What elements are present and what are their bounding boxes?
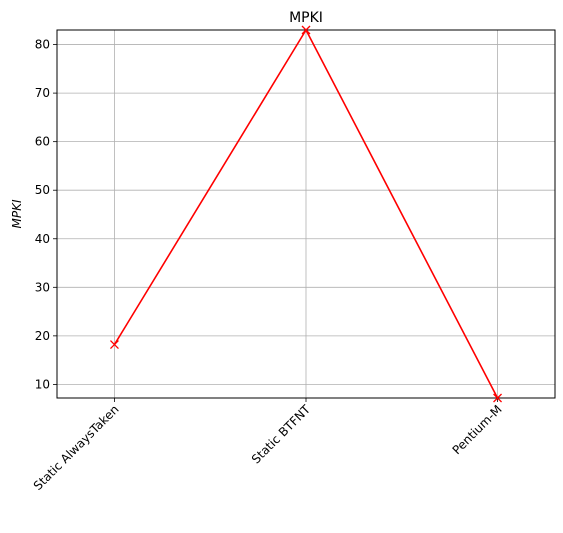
data-point-marker [301,25,311,35]
y-axis-label: MPKI [10,199,24,228]
chart-title: MPKI [289,10,323,26]
data-point-marker [493,393,502,403]
y-tick-label: 60 [35,135,50,149]
y-tick-label: 30 [35,280,50,294]
y-axis-ticks: 10 20 30 40 50 60 70 80 [35,38,57,391]
y-tick-label: 70 [35,86,50,100]
data-point-marker [110,340,119,350]
grid-lines [57,30,555,398]
y-tick-label: 80 [35,38,50,52]
y-tick-label: 20 [35,329,50,343]
series-layer [110,25,502,403]
y-tick-label: 40 [35,232,50,246]
y-tick-label: 50 [35,183,50,197]
y-tick-label: 10 [35,377,50,391]
